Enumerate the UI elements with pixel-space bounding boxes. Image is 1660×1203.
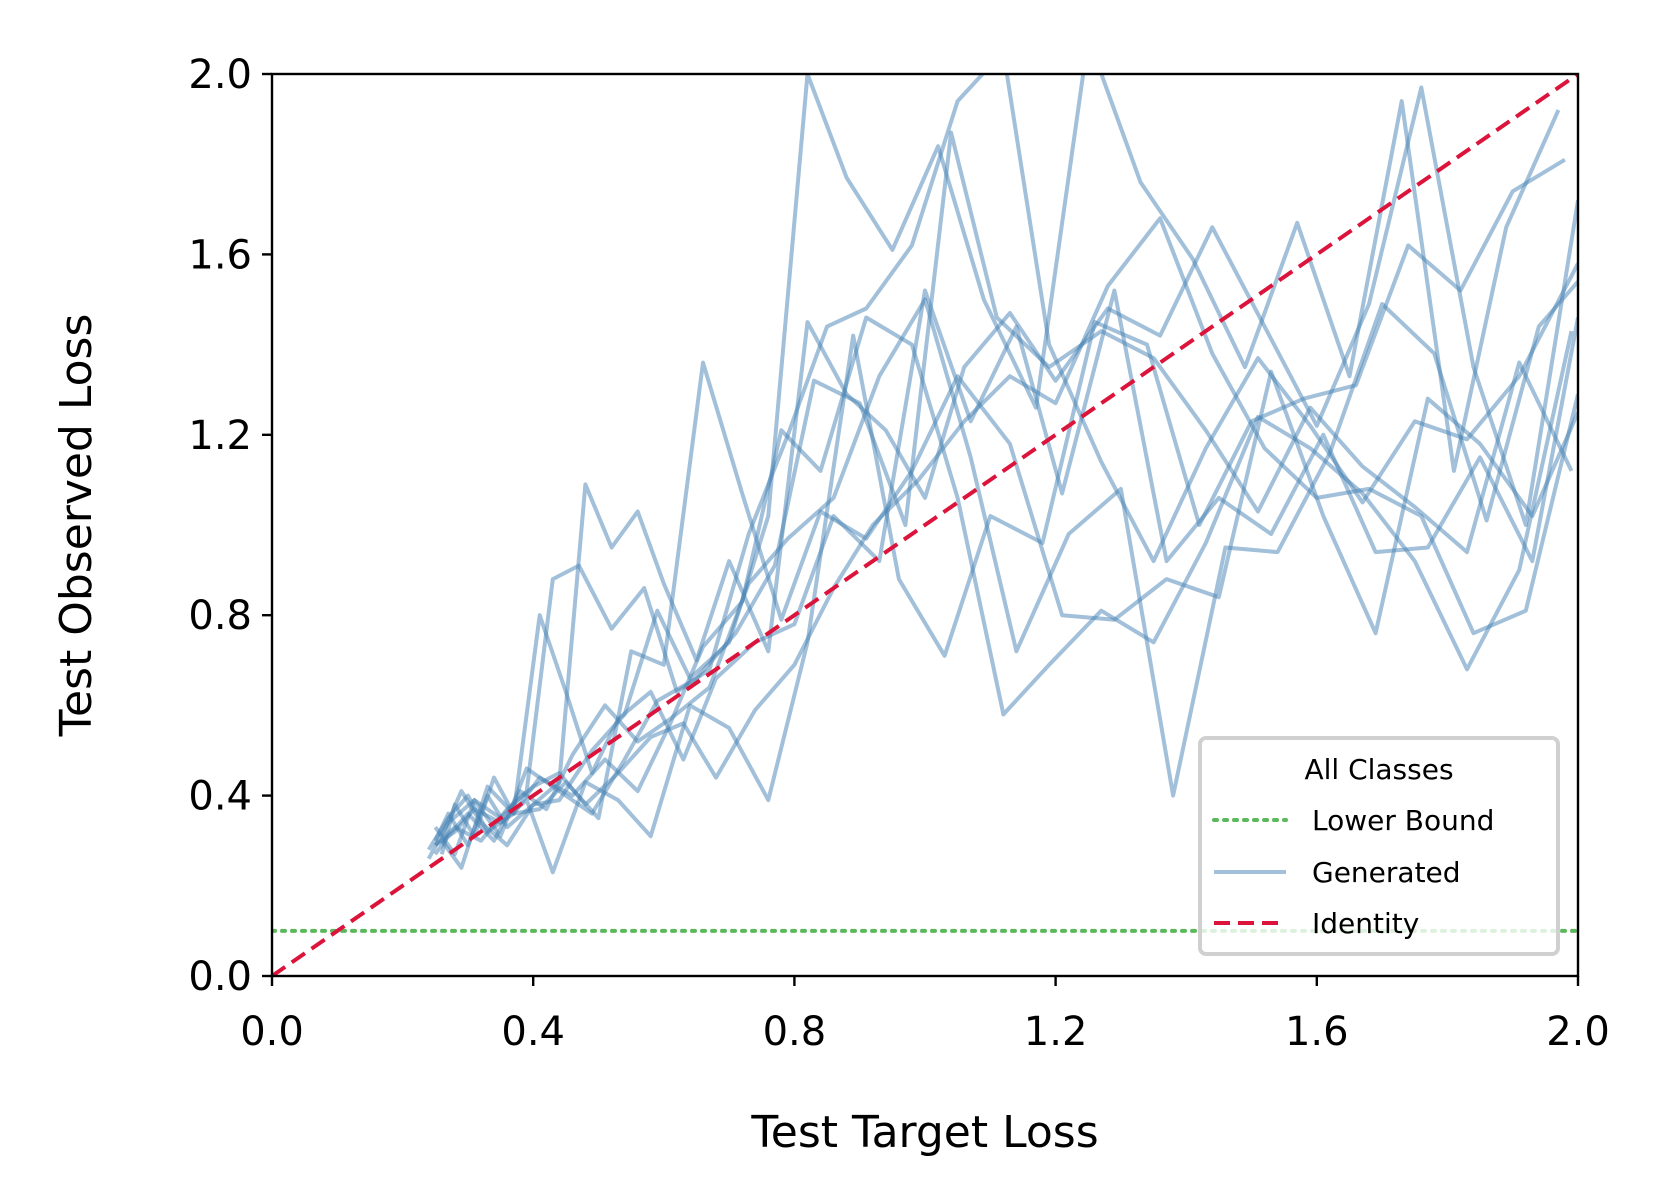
legend-label-lower-bound: Lower Bound [1312, 804, 1494, 837]
legend: All Classes Lower Bound Generated Identi… [1198, 736, 1560, 956]
plot-frame [270, 72, 1580, 978]
x-tick-label: 2.0 [1546, 1009, 1610, 1055]
generated-series-line-7 [434, 157, 1566, 875]
y-axis-label: Test Observed Loss [51, 314, 102, 738]
y-tick-label: 0.4 [188, 774, 252, 820]
x-tick-label: 0.8 [763, 1009, 827, 1055]
x-tick-label: 1.2 [1024, 1009, 1088, 1055]
identity-line [272, 74, 1578, 976]
generated-series-line-10 [426, 130, 1574, 860]
generated-series-line-3 [433, 74, 1578, 857]
legend-label-identity: Identity [1312, 907, 1419, 940]
legend-box [1198, 736, 1560, 956]
x-axis: 0.0 0.4 0.8 1.2 1.6 2.0 [240, 976, 1610, 1055]
generated-series-line-4 [439, 74, 1561, 848]
y-axis: 0.0 0.4 0.8 1.2 1.6 2.0 [188, 52, 272, 1000]
y-tick-label: 2.0 [188, 52, 252, 98]
legend-label-generated: Generated [1312, 856, 1461, 889]
x-tick-label: 1.6 [1285, 1009, 1349, 1055]
x-axis-label: Test Target Loss [750, 1107, 1098, 1158]
y-tick-label: 1.2 [188, 413, 252, 459]
series-layer [426, 74, 1578, 875]
legend-title: All Classes [1304, 753, 1453, 786]
generated-series-line-9 [433, 280, 1578, 856]
y-tick-label: 1.6 [188, 232, 252, 278]
y-tick-label: 0.8 [188, 593, 252, 639]
x-tick-label: 0.0 [240, 1009, 304, 1055]
x-tick-label: 0.4 [501, 1009, 565, 1055]
generated-series-line-5 [433, 216, 1578, 847]
y-tick-label: 0.0 [188, 954, 252, 1000]
